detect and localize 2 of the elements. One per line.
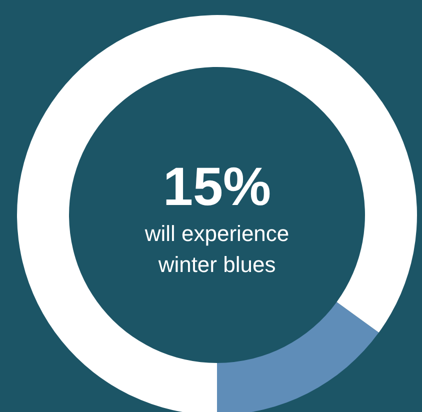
slice-label: will experience winter blues [144, 221, 290, 277]
data-label: 15% [162, 157, 272, 217]
